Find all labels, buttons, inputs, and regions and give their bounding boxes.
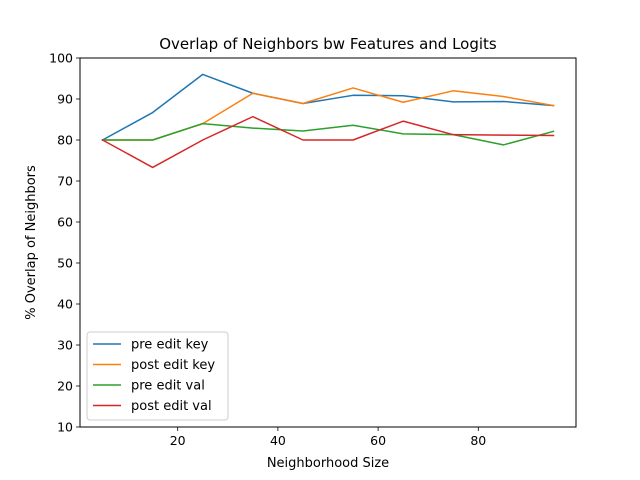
plot-frame <box>79 57 577 428</box>
y-tick-label: 10 <box>57 420 73 435</box>
plot-series <box>101 73 555 169</box>
y-tick-label: 60 <box>57 215 73 230</box>
chart-title: Overlap of Neighbors bw Features and Log… <box>159 35 497 53</box>
y-tick-label: 80 <box>57 133 73 148</box>
legend: pre edit key post edit key pre edit val pos… <box>86 331 229 421</box>
series-line-2 <box>101 122 555 146</box>
legend-label: post edit key <box>131 358 215 373</box>
y-tick-label: 40 <box>57 297 73 312</box>
y-tick-label: 100 <box>49 51 73 66</box>
x-axis-label: Neighborhood Size <box>267 456 389 471</box>
x-axis: 20 40 60 80 <box>170 427 486 448</box>
y-axis-label: % Overlap of Neighbors <box>24 165 39 320</box>
legend-label: pre edit key <box>131 338 209 353</box>
legend-box <box>86 331 229 421</box>
x-tick-label: 80 <box>470 433 486 448</box>
series-line-3 <box>101 115 555 169</box>
y-tick-label: 50 <box>57 256 73 271</box>
x-tick-label: 20 <box>170 433 186 448</box>
series-line-0 <box>101 73 555 142</box>
legend-label: post edit val <box>131 399 212 414</box>
y-tick-label: 30 <box>57 338 73 353</box>
x-tick-label: 40 <box>270 433 286 448</box>
legend-label: pre edit val <box>131 379 205 394</box>
x-tick-label: 60 <box>370 433 386 448</box>
y-axis: 10 20 30 40 50 60 70 80 90 100 <box>49 51 80 435</box>
y-tick-label: 90 <box>57 92 73 107</box>
y-tick-label: 70 <box>57 174 73 189</box>
y-tick-label: 20 <box>57 379 73 394</box>
